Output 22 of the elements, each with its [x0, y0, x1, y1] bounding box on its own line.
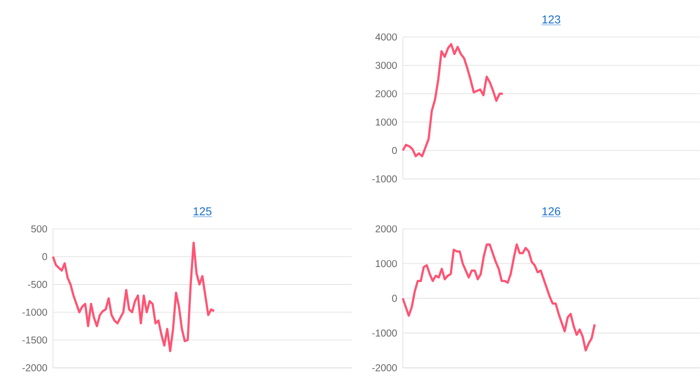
y-tick-label: -1000 — [22, 308, 48, 316]
y-tick-label: 0 — [42, 253, 48, 260]
y-tick-label: 0 — [392, 147, 397, 154]
y-tick-label: -2000 — [372, 364, 397, 372]
y-tick-label: -1000 — [372, 175, 397, 183]
y-tick-label: 2000 — [376, 90, 397, 98]
y-tick-label: 0 — [392, 294, 397, 302]
y-tick-label: 500 — [31, 225, 48, 232]
y-tick-label: -500 — [28, 281, 48, 288]
y-tick-label: 1000 — [376, 260, 397, 268]
line-series — [52, 242, 216, 352]
chart-title: 125 — [194, 207, 212, 216]
y-tick-label: -1000 — [372, 330, 397, 337]
y-tick-label: -1500 — [22, 336, 48, 344]
y-tick-label: 2000 — [376, 225, 397, 232]
chart-title: 123 — [542, 15, 560, 24]
y-tick-label: 4000 — [375, 34, 397, 41]
chart-title: 126 — [542, 207, 560, 216]
line-series — [402, 43, 504, 158]
y-tick-label: -2000 — [22, 364, 48, 372]
y-tick-label: 1000 — [376, 118, 397, 126]
y-tick-label: 3000 — [375, 62, 397, 69]
